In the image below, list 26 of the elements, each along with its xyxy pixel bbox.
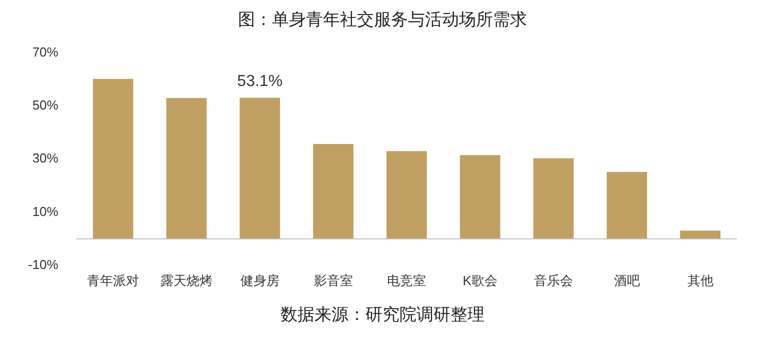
y-tick-label: 30% — [32, 150, 59, 166]
bar — [386, 151, 427, 239]
x-tick-label: 酒吧 — [614, 272, 640, 288]
data-label: 53.1% — [237, 73, 283, 90]
bar — [533, 158, 574, 239]
x-tick-label: 露天烧烤 — [160, 272, 212, 288]
y-tick-label: 10% — [32, 204, 59, 219]
x-tick-label: 音乐会 — [534, 272, 573, 288]
bar — [92, 78, 134, 239]
x-tick-label: 影音室 — [314, 272, 353, 288]
x-tick-label: K歌会 — [462, 272, 498, 288]
y-tick-label: 70% — [32, 44, 59, 60]
chart-title: 图：单身青年社交服务与活动场所需求 — [237, 9, 528, 31]
source-note: 数据来源：研究院调研整理 — [280, 304, 486, 326]
y-tick-label: -10% — [28, 256, 59, 272]
bar — [166, 98, 207, 239]
bar — [313, 144, 354, 239]
bar — [240, 98, 280, 239]
bar — [606, 172, 648, 239]
x-tick-label: 健身房 — [240, 272, 280, 288]
bar — [680, 230, 720, 239]
bar — [460, 155, 500, 239]
x-tick-label: 电竞室 — [387, 272, 426, 288]
x-tick-label: 青年派对 — [87, 272, 140, 288]
y-tick-label: 50% — [32, 98, 59, 113]
x-tick-label: 其他 — [687, 272, 714, 288]
